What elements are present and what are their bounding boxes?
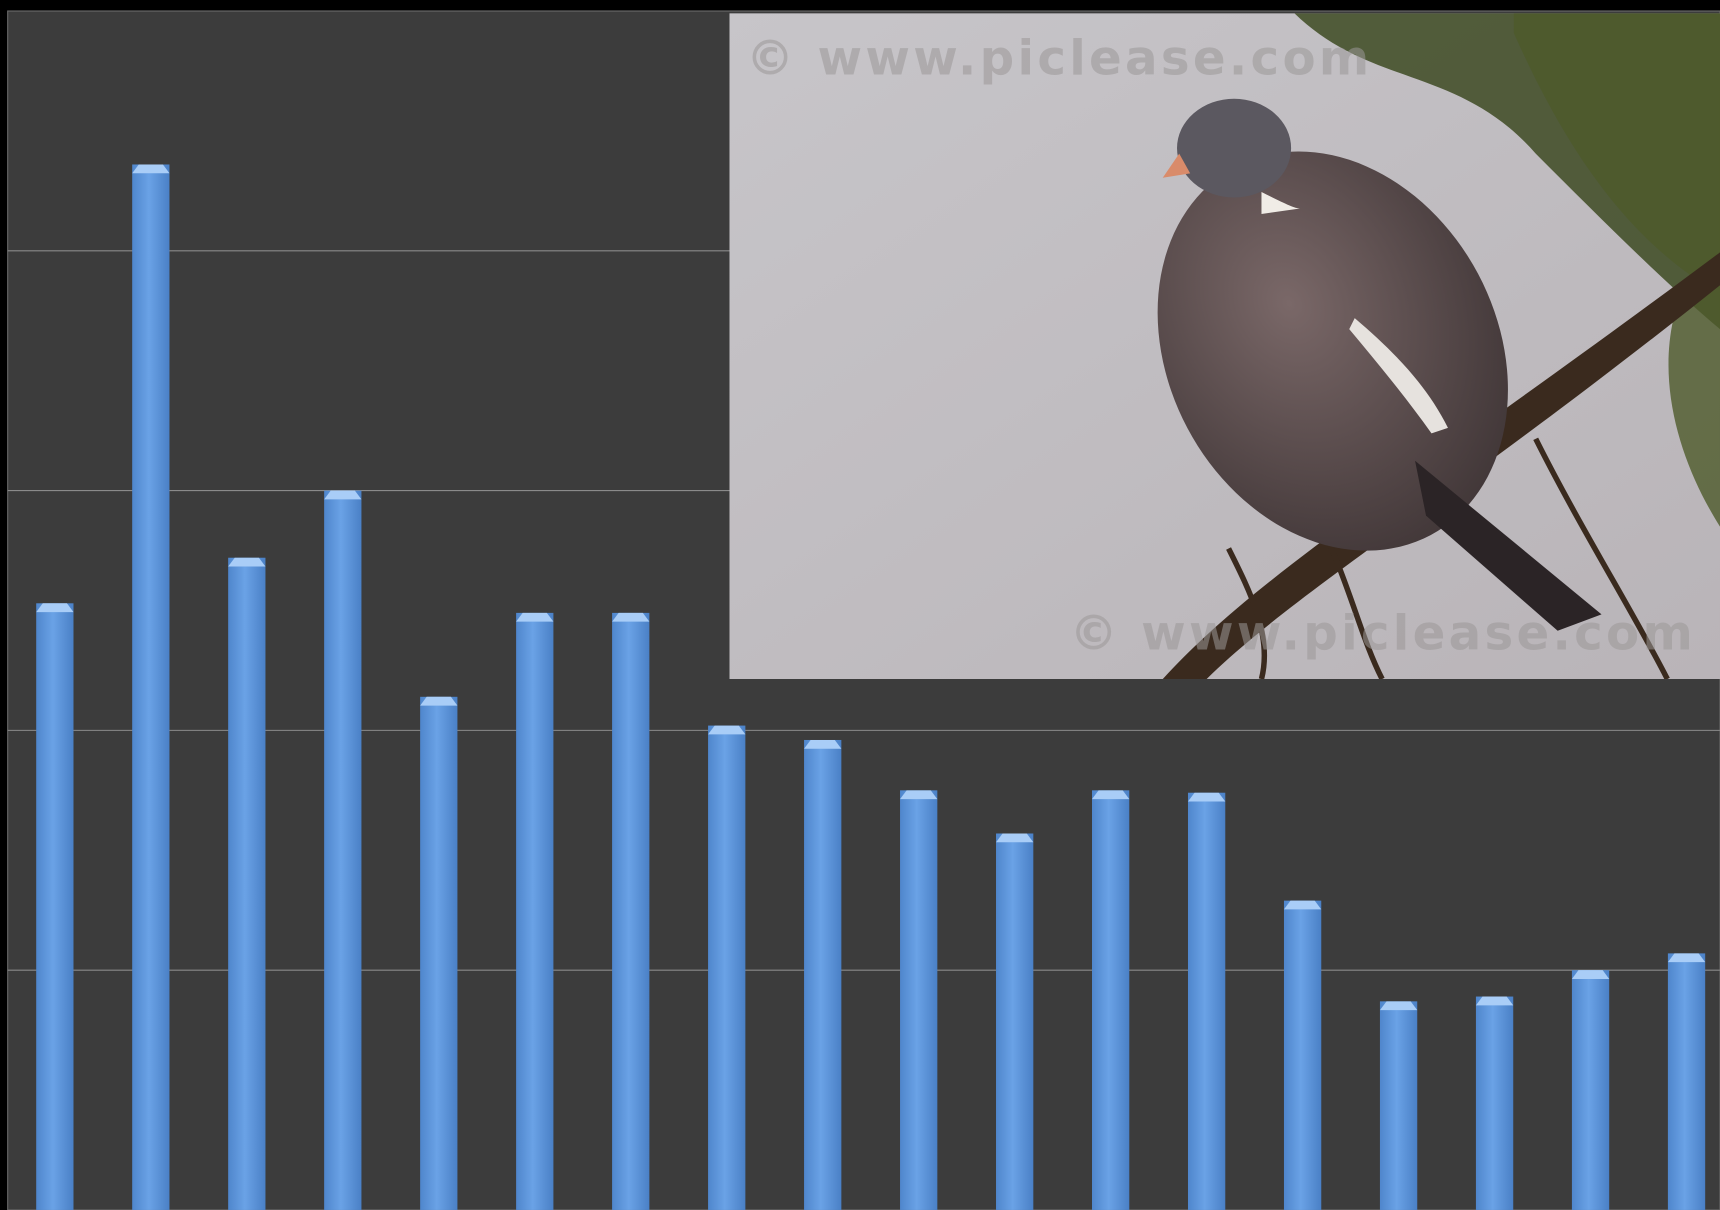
bar bbox=[996, 833, 1033, 1209]
watermark: © www.piclease.com bbox=[1070, 605, 1697, 661]
bar bbox=[324, 491, 361, 1210]
bar bbox=[132, 164, 169, 1209]
bar bbox=[1284, 901, 1321, 1210]
bar bbox=[1572, 970, 1609, 1210]
bar bbox=[420, 697, 457, 1210]
watermark: © www.piclease.com bbox=[746, 31, 1373, 87]
bar bbox=[516, 613, 553, 1210]
chart: © www.piclease.com © www.piclease.com bbox=[0, 0, 1720, 1210]
bar bbox=[708, 726, 745, 1210]
bar bbox=[900, 790, 937, 1210]
bar bbox=[36, 603, 73, 1210]
bar bbox=[804, 740, 841, 1210]
bar bbox=[612, 613, 649, 1210]
bar-bevel bbox=[516, 613, 553, 622]
photo: © www.piclease.com © www.piclease.com bbox=[729, 13, 1720, 679]
bar-bevel bbox=[420, 697, 457, 706]
bar-bevel bbox=[132, 164, 169, 173]
bar bbox=[228, 558, 265, 1210]
bar-bevel bbox=[36, 603, 73, 612]
bar bbox=[1092, 790, 1129, 1210]
bird-head bbox=[1177, 99, 1291, 198]
page: {"chart_data": {"type": "bar", "categori… bbox=[0, 0, 1720, 1210]
bar bbox=[1188, 793, 1225, 1210]
bar bbox=[1476, 997, 1513, 1210]
bar bbox=[1668, 953, 1705, 1210]
bar bbox=[1380, 1001, 1417, 1210]
